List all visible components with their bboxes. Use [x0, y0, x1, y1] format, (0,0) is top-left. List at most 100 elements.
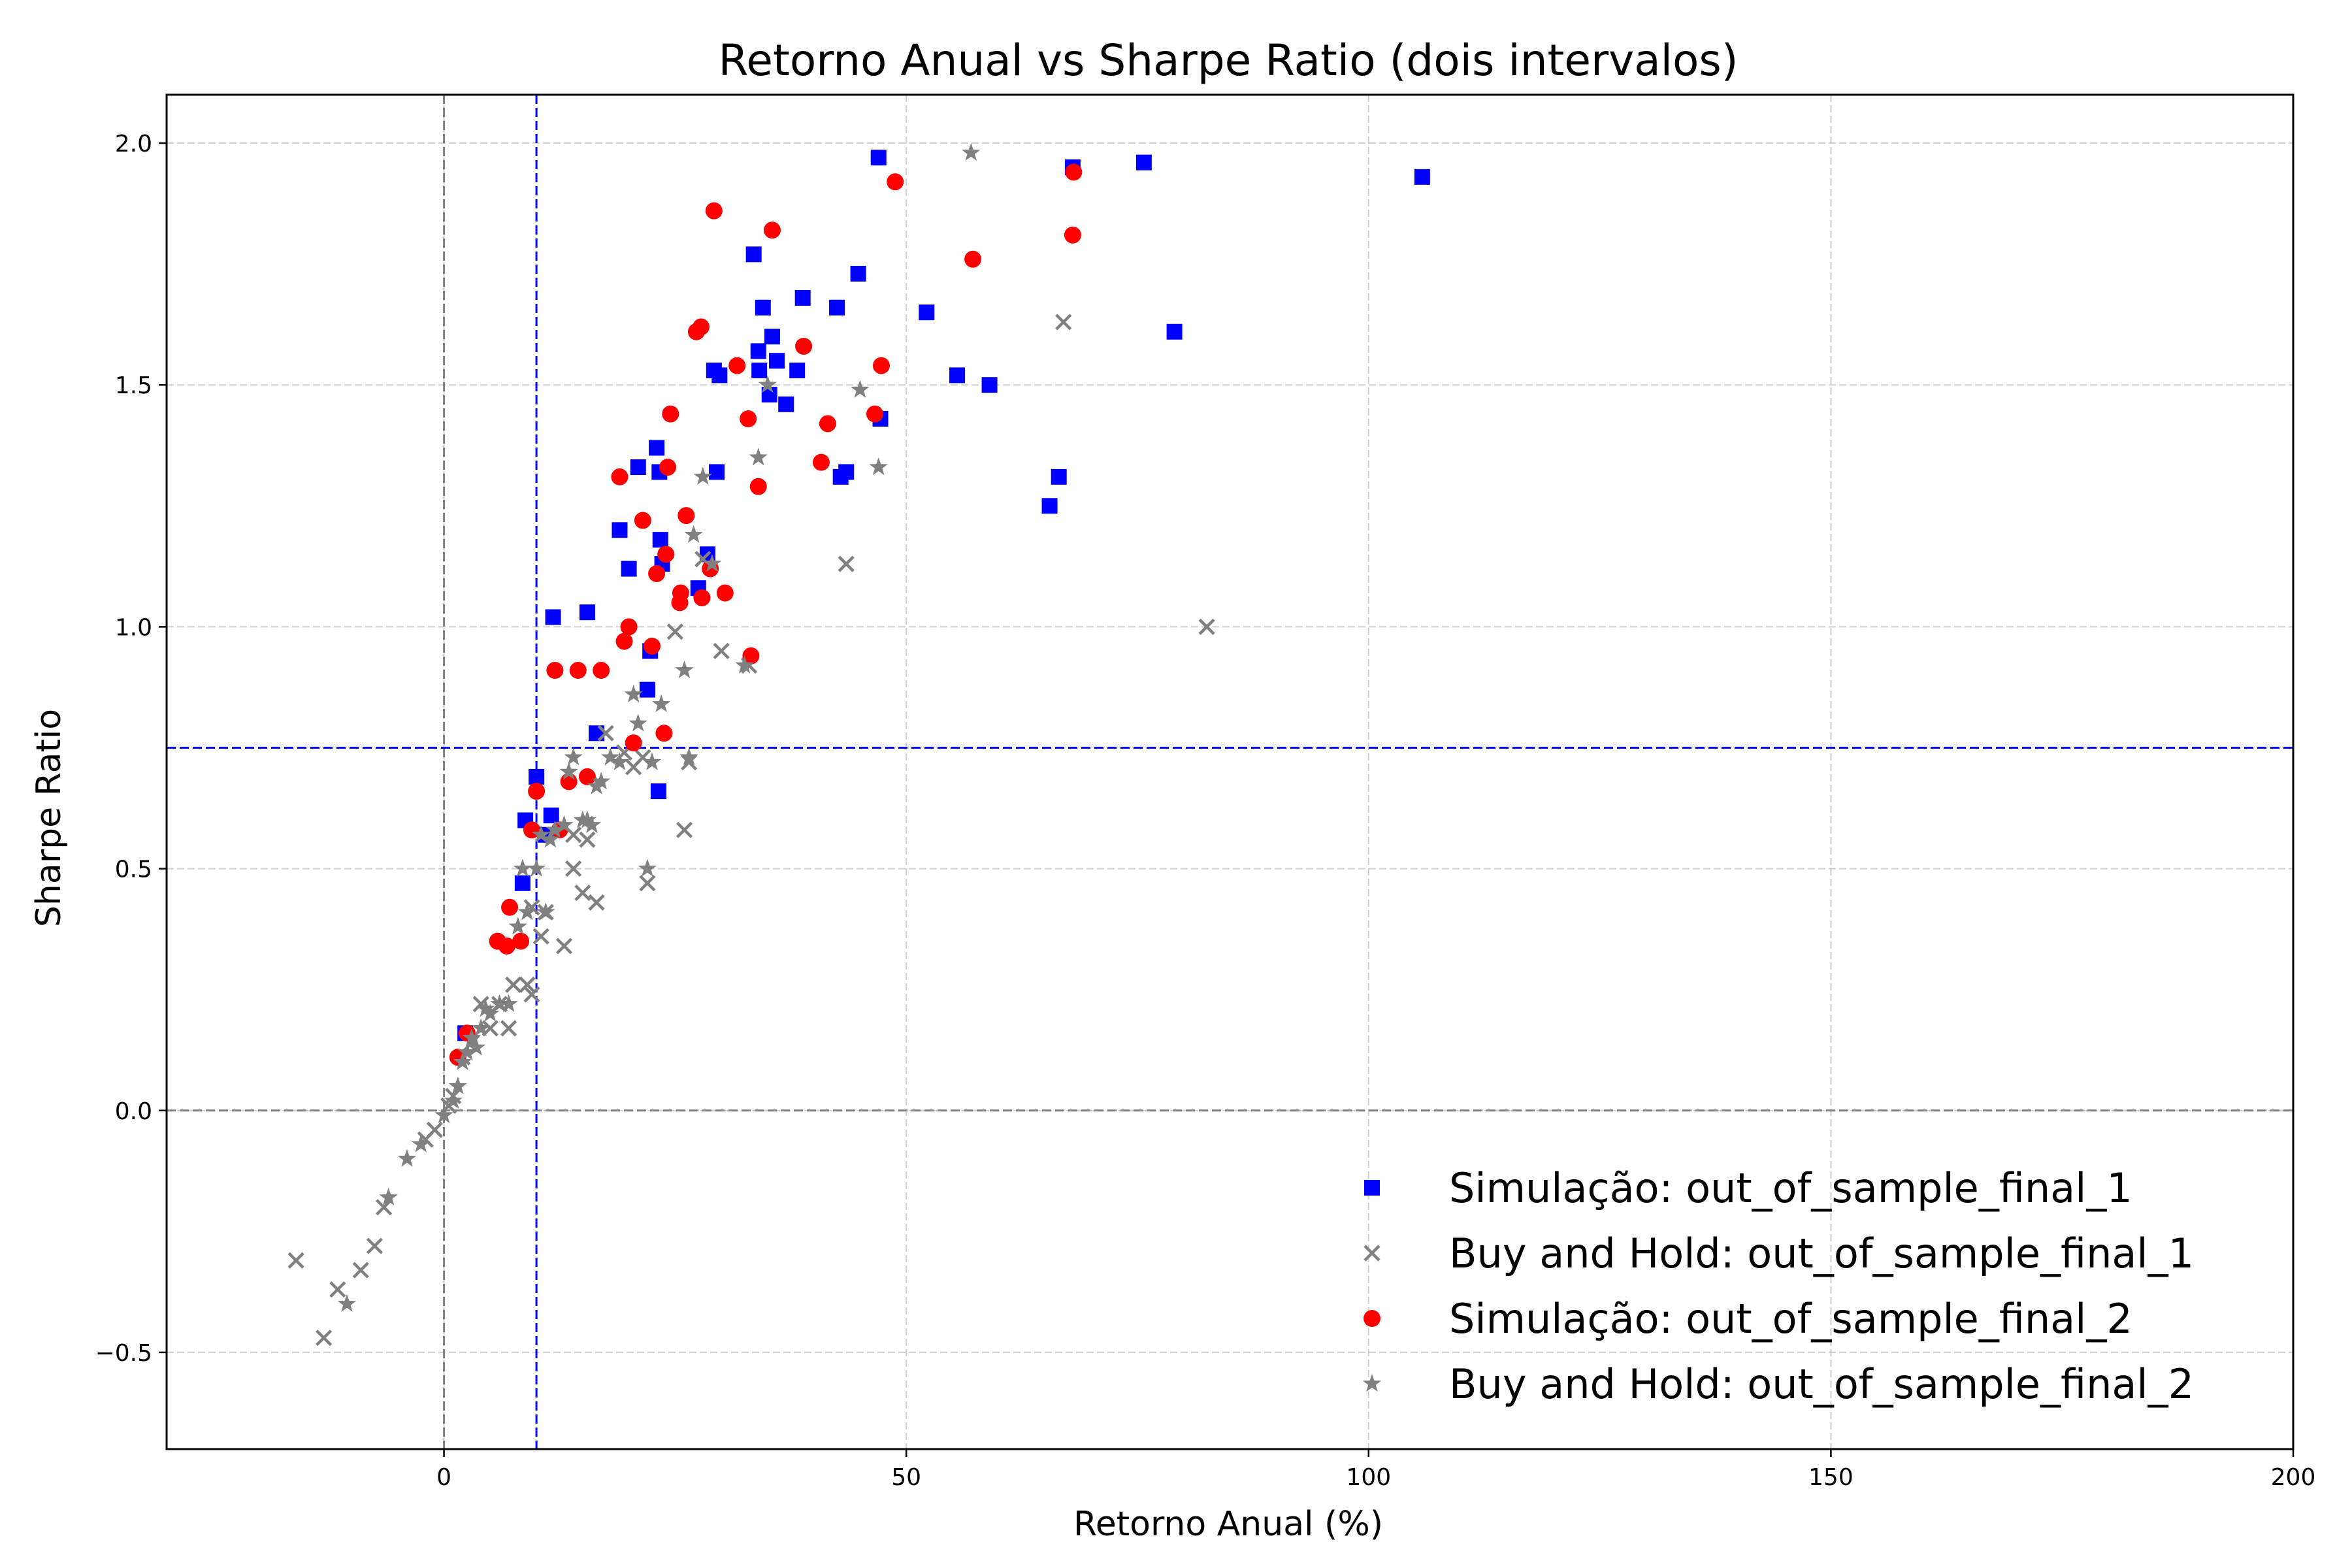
data-point — [676, 821, 693, 838]
legend-label: Simulação: out_of_sample_final_1 — [1449, 1164, 2132, 1212]
data-point — [740, 410, 757, 428]
data-point — [851, 380, 870, 398]
data-point — [838, 555, 855, 572]
data-point — [666, 623, 683, 640]
data-point — [527, 858, 546, 877]
data-point — [678, 507, 695, 525]
data-point — [662, 405, 679, 423]
data-point — [709, 464, 725, 480]
data-point — [949, 367, 966, 384]
data-point — [546, 820, 564, 838]
data-point — [578, 768, 596, 785]
data-point — [611, 468, 629, 485]
y-axis-ticks: −0.5 0.0 0.5 1.0 1.5 2.0 — [95, 131, 167, 1367]
y-tick-label: 0.5 — [115, 857, 152, 883]
data-point — [457, 1042, 477, 1061]
y-tick-label: 2.0 — [115, 131, 152, 157]
data-point — [675, 661, 694, 679]
data-point — [755, 299, 771, 316]
data-point — [961, 142, 981, 161]
data-point — [869, 457, 888, 476]
data-point — [1064, 226, 1081, 244]
data-point — [528, 783, 546, 800]
reference-lines — [167, 95, 2293, 1449]
data-point — [745, 246, 762, 263]
data-point — [795, 337, 813, 355]
data-point — [546, 662, 564, 679]
data-point — [794, 289, 811, 306]
data-point — [615, 632, 633, 650]
legend-label: Simulação: out_of_sample_final_2 — [1449, 1295, 2132, 1343]
plot-frame — [165, 93, 2295, 1450]
data-point — [471, 1018, 491, 1037]
data-point — [639, 875, 656, 892]
data-point — [742, 647, 760, 664]
data-point — [624, 685, 643, 703]
data-point — [812, 453, 830, 471]
series-3 — [449, 163, 1083, 1066]
data-point — [601, 747, 620, 766]
data-point — [870, 150, 887, 166]
data-point — [579, 831, 596, 848]
data-point — [1414, 169, 1430, 185]
legend-marker — [1362, 1374, 1382, 1392]
data-point — [919, 304, 935, 321]
legend-label: Buy and Hold: out_of_sample_final_1 — [1449, 1230, 2194, 1277]
data-point — [629, 713, 648, 732]
data-point — [411, 1134, 431, 1152]
data-point — [545, 609, 561, 625]
data-point — [705, 202, 723, 220]
data-point — [519, 976, 536, 993]
data-point — [490, 994, 509, 1013]
y-axis-label: Sharpe Ratio — [29, 709, 69, 927]
data-point — [426, 1121, 444, 1138]
data-point — [764, 329, 780, 345]
data-point — [981, 377, 998, 393]
data-point — [638, 858, 657, 877]
data-point — [501, 898, 519, 916]
data-point — [655, 725, 673, 742]
data-point — [574, 884, 591, 902]
data-point — [735, 655, 754, 674]
data-point — [476, 999, 495, 1017]
data-point — [1166, 323, 1183, 340]
data-point — [1135, 154, 1152, 171]
data-point — [555, 938, 573, 955]
y-tick-label: 0.0 — [115, 1098, 152, 1125]
data-point — [749, 448, 768, 466]
data-point — [315, 1330, 333, 1347]
y-tick-label: 1.0 — [115, 614, 152, 641]
legend-marker — [1364, 1310, 1380, 1327]
data-point — [630, 459, 646, 476]
data-point — [838, 464, 855, 480]
data-point — [872, 357, 890, 374]
data-point — [716, 584, 734, 602]
chart-title: Retorno Anual vs Sharpe Ratio (dois inte… — [719, 35, 1739, 86]
data-point — [887, 173, 904, 191]
data-point — [287, 1252, 304, 1269]
data-point — [778, 396, 794, 412]
data-point — [639, 681, 655, 698]
data-point — [621, 561, 637, 577]
data-point — [769, 353, 785, 369]
data-point — [541, 830, 560, 848]
data-point — [649, 440, 665, 456]
data-point — [593, 662, 610, 679]
data-point — [750, 343, 766, 359]
x-tick-label: 200 — [2271, 1464, 2316, 1491]
data-point — [819, 415, 836, 433]
data-point — [1198, 618, 1215, 635]
x-tick-label: 150 — [1808, 1464, 1854, 1491]
y-tick-label: −0.5 — [95, 1340, 152, 1367]
data-point — [651, 694, 671, 712]
data-point — [657, 546, 675, 563]
x-tick-label: 50 — [891, 1464, 921, 1491]
data-point — [634, 512, 651, 529]
data-point — [555, 815, 574, 834]
data-point — [612, 522, 628, 538]
data-point — [866, 405, 884, 423]
data-point — [692, 318, 710, 336]
data-point — [366, 1237, 384, 1254]
